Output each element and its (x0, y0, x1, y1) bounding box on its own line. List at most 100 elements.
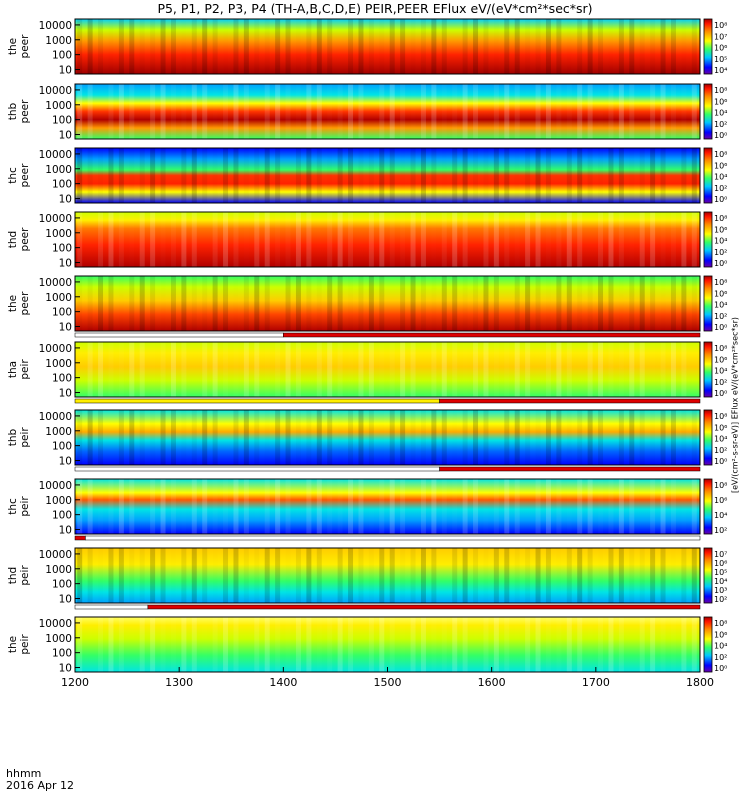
texture-stripe (275, 276, 280, 331)
texture-stripe (390, 276, 395, 331)
texture-stripe (98, 342, 104, 397)
texture-stripe (691, 548, 697, 603)
texture-stripe (545, 148, 551, 203)
texture-stripe (348, 276, 353, 331)
spectrogram-area (75, 479, 700, 534)
texture-stripe (691, 148, 697, 203)
texture-stripe (493, 84, 499, 139)
texture-stripe (463, 342, 468, 397)
texture-stripe (129, 617, 134, 672)
texture-stripe (483, 84, 488, 139)
texture-stripe (650, 212, 656, 267)
texture-stripe (118, 148, 124, 203)
texture-stripe (639, 342, 645, 397)
panel-label: thcpeer (7, 163, 31, 188)
texture-stripe (462, 548, 468, 603)
texture-stripe (244, 548, 249, 603)
texture-stripe (98, 617, 104, 672)
texture-stripe (535, 276, 541, 331)
texture-stripe (368, 276, 374, 331)
texture-stripe (129, 148, 134, 203)
texture-stripe (275, 342, 281, 397)
colorbar-tick-label: 10² (714, 184, 727, 193)
y-tick-label: 10 (59, 663, 72, 675)
texture-stripe (379, 84, 385, 139)
colorbar-tick-label: 10² (714, 312, 727, 321)
texture-stripe (494, 410, 499, 465)
texture-stripe (588, 617, 593, 672)
texture-stripe (598, 342, 604, 397)
texture-stripe (213, 548, 218, 603)
texture-stripe (639, 617, 645, 672)
texture-stripe (129, 479, 135, 534)
panel-5: 10000 1000 100 10 thepeer 10⁸ 10⁶ 10⁴ 10² 10⁰ (7, 275, 727, 338)
texture-stripe (473, 212, 478, 267)
texture-stripe (483, 342, 489, 397)
texture-stripe (316, 84, 322, 139)
texture-stripe (442, 617, 447, 672)
y-tick-label: 10 (59, 130, 72, 142)
texture-stripe (567, 410, 572, 465)
texture-stripe (327, 84, 332, 139)
y-tick-label: 1000 (45, 633, 72, 645)
y-tick-label: 10 (59, 65, 72, 77)
texture-stripe (577, 148, 583, 203)
texture-stripe (420, 19, 426, 74)
texture-stripe (295, 548, 301, 603)
colorbar-tick-label: 10⁸ (714, 21, 727, 30)
texture-stripe (264, 84, 270, 139)
texture-stripe (118, 617, 124, 672)
texture-stripe (202, 479, 208, 534)
texture-stripe (296, 479, 301, 534)
colorbar-tick-label: 10² (714, 120, 727, 129)
texture-stripe (670, 84, 676, 139)
texture-stripe (514, 19, 520, 74)
texture-stripe (660, 410, 666, 465)
y-tick-label: 1000 (45, 564, 72, 576)
texture-stripe (473, 276, 479, 331)
colorbar-tick-label: 10⁰ (714, 259, 727, 268)
y-tick-label: 10 (59, 388, 72, 400)
texture-stripe (556, 617, 561, 672)
texture-stripe (254, 212, 260, 267)
texture-stripe (400, 212, 405, 267)
texture-stripe (233, 410, 239, 465)
texture-stripe (306, 276, 312, 331)
texture-stripe (108, 617, 114, 672)
colorbar-tick-label: 10⁸ (714, 86, 727, 95)
texture-stripe (379, 148, 385, 203)
texture-stripe (389, 342, 395, 397)
texture-stripe (681, 148, 687, 203)
texture-stripe (233, 19, 239, 74)
texture-stripe (692, 342, 697, 397)
texture-stripe (618, 212, 624, 267)
texture-stripe (358, 342, 364, 397)
texture-stripe (296, 84, 301, 139)
texture-stripe (577, 342, 582, 397)
texture-stripe (316, 410, 322, 465)
quality-flag-segment (439, 398, 701, 404)
y-tick-label: 100 (52, 307, 72, 319)
texture-stripe (514, 276, 520, 331)
y-tick-label: 100 (52, 510, 72, 522)
texture-stripe (587, 148, 593, 203)
texture-stripe (420, 548, 426, 603)
texture-stripe (202, 276, 207, 331)
colorbar-tick-label: 10² (714, 653, 727, 662)
colorbar-tick-label: 10⁶ (714, 496, 727, 505)
texture-stripe (536, 410, 541, 465)
colorbar-tick-label: 10⁸ (714, 150, 727, 159)
texture-stripe (264, 276, 270, 331)
time-structure (77, 617, 697, 672)
texture-stripe (87, 342, 93, 397)
texture-stripe (608, 212, 614, 267)
panel-7: 10000 1000 100 10 thbpeir 10⁸ 10⁶ 10⁴ 10² 10⁰ (7, 409, 727, 472)
texture-stripe (588, 212, 593, 267)
texture-stripe (170, 19, 176, 74)
texture-stripe (108, 84, 114, 139)
texture-stripe (629, 84, 635, 139)
x-tick-label: 1400 (269, 676, 297, 689)
y-tick-label: 10 (59, 594, 72, 606)
date-label: 2016 Apr 12 (6, 779, 75, 792)
texture-stripe (337, 617, 343, 672)
